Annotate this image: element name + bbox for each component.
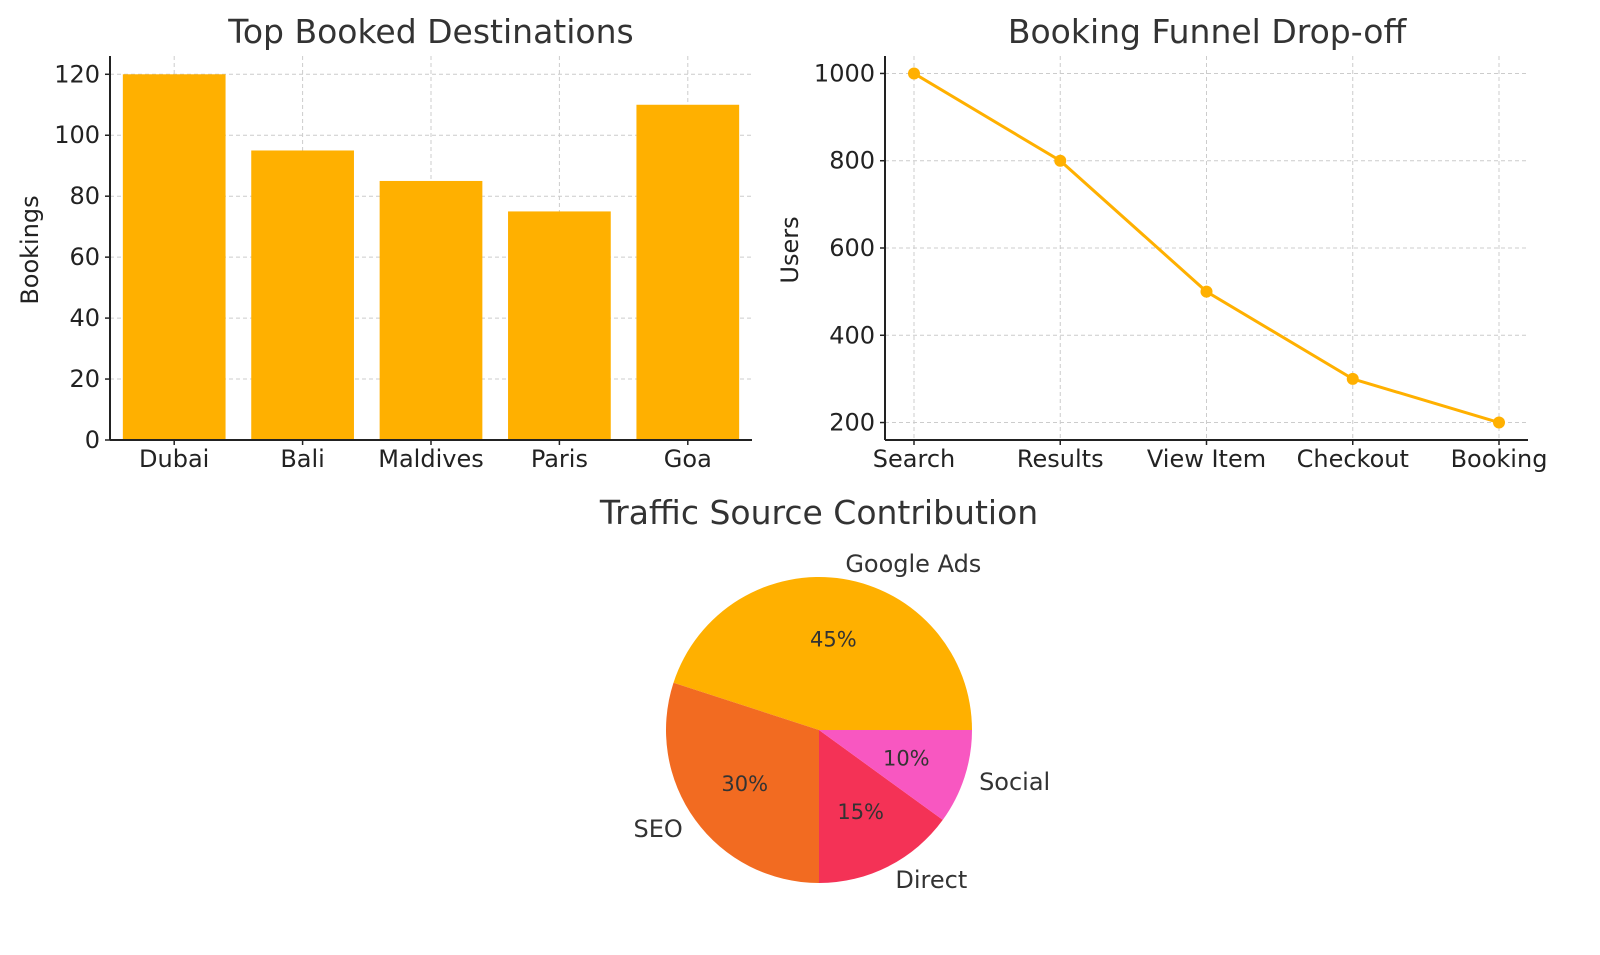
bar-chart-y-ticks: 0 20 40 60 80 100 120	[54, 60, 110, 454]
x-tick-label: Checkout	[1297, 445, 1409, 473]
y-tick-label: 400	[829, 321, 875, 349]
data-point-checkout	[1346, 372, 1359, 385]
x-tick-label: Search	[873, 445, 955, 473]
bar-goa	[636, 104, 740, 440]
line-chart-booking-funnel: Booking Funnel Drop-off 200 400 600 800 1000…	[776, 12, 1547, 473]
bar-chart-top-booked-destinations: Top Booked Destinations 020406080100120 …	[16, 12, 752, 473]
y-tick-label: 100	[54, 121, 100, 149]
x-tick-label: Results	[1017, 445, 1104, 473]
x-tick-label: Booking	[1451, 445, 1548, 473]
data-point-view-item	[1200, 285, 1213, 298]
bar-chart-bars	[122, 74, 740, 441]
data-point-booking	[1493, 416, 1505, 429]
bar-chart-title: Top Booked Destinations	[227, 12, 633, 51]
data-point-results	[1054, 154, 1067, 167]
pie-pct-label: 15%	[837, 800, 884, 824]
y-tick-label: 80	[69, 182, 100, 210]
y-tick-label: 40	[69, 304, 100, 332]
x-tick-label: Goa	[664, 445, 712, 473]
pie-wedge-google-ads	[673, 577, 972, 730]
line-chart-x-ticks: Search Results View Item Checkout Booking	[873, 440, 1548, 473]
pie-pct-label: 45%	[810, 627, 857, 651]
bar-bali	[251, 150, 354, 440]
x-tick-label: Bali	[280, 445, 325, 473]
line-chart-y-ticks: 200 400 600 800 1000	[814, 59, 885, 437]
bar-dubai	[122, 74, 226, 441]
bar-paris	[508, 211, 611, 440]
pie-wedge-seo	[665, 682, 819, 883]
pie-wedge-direct	[819, 730, 943, 883]
pie-pct-label: 10%	[883, 746, 930, 770]
y-tick-label: 120	[54, 60, 100, 88]
x-tick-label: Maldives	[378, 445, 483, 473]
y-tick-label: 20	[69, 365, 100, 393]
pie-chart-title: Traffic Source Contribution	[599, 493, 1038, 532]
bar-chart-y-axis-label: Bookings	[16, 195, 44, 304]
line-chart-title: Booking Funnel Drop-off	[1008, 12, 1408, 51]
y-tick-label: 200	[829, 409, 875, 437]
y-tick-label: 800	[829, 147, 875, 175]
pie-pct-label: 30%	[721, 772, 768, 796]
pie-chart-labels: 45% Google Ads 30% SEO 15% Direct 10% Social	[634, 550, 1051, 894]
x-tick-label: Paris	[531, 445, 588, 473]
data-point-search	[908, 67, 920, 80]
bar-maldives	[379, 180, 483, 440]
pie-category-label: Direct	[895, 866, 967, 894]
pie-category-label: Google Ads	[845, 550, 981, 578]
x-tick-label: Dubai	[139, 445, 209, 473]
y-tick-label: 0	[85, 426, 100, 454]
pie-chart-wedges	[665, 577, 972, 883]
bar-chart-x-ticks: Dubai Bali Maldives Paris Goa	[139, 440, 712, 473]
line-chart-grid	[885, 56, 1528, 440]
y-tick-label: 600	[829, 234, 875, 262]
pie-chart-traffic-source: Traffic Source Contribution 45% Google Ad…	[599, 493, 1050, 894]
y-tick-label: 60	[69, 243, 100, 271]
line-chart-series	[908, 67, 1505, 429]
x-tick-label: View Item	[1147, 445, 1266, 473]
pie-category-label: Social	[979, 768, 1050, 796]
line-chart-y-axis-label: Users	[776, 216, 804, 283]
pie-category-label: SEO	[634, 815, 683, 843]
pie-wedge-social	[819, 730, 972, 820]
y-tick-label: 1000	[814, 59, 875, 87]
